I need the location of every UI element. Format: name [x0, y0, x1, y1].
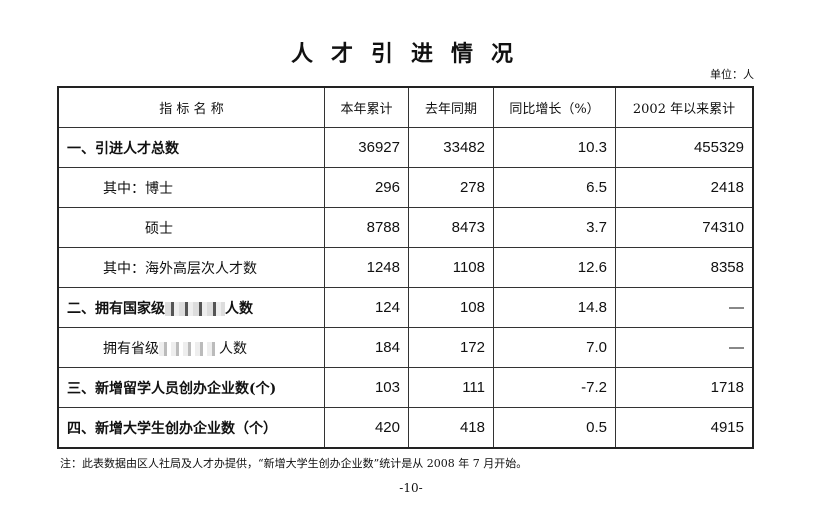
header-cell: 本年累计 — [324, 86, 409, 128]
table-row: 拥有省级 人数 184 172 7.0— — [57, 327, 754, 368]
header-cell: 指 标 名 称 — [57, 86, 325, 128]
header-cell: 2002 年以来累计 — [615, 86, 754, 128]
table-row: 其中：海外高层次人才数 1248 1108 12.6 8358 — [57, 247, 754, 288]
cell: 8788 — [324, 207, 409, 248]
table-row: 其中：博士 296 278 6.5 2418 — [57, 167, 754, 208]
page-title: 人才引进情况 — [290, 41, 531, 67]
cell: 10.3 — [493, 127, 616, 168]
cell: 296 — [324, 167, 409, 208]
unit-label: 单位：人 — [710, 68, 754, 81]
cell: 4915 — [615, 407, 754, 449]
cell: 108 — [408, 287, 494, 328]
table-row: 三、新增留学人员创办企业数(个) 103 111 -7.2 1718 — [57, 367, 754, 408]
row-label: 一、引进人才总数 — [57, 127, 325, 168]
table-row: 四、新增大学生创办企业数（个） 420 418 0.5 4915 — [57, 407, 754, 449]
row-label: 拥有省级 人数 — [57, 327, 325, 368]
cell: 8473 — [408, 207, 494, 248]
cell: — — [615, 287, 754, 328]
cell: 12.6 — [493, 247, 616, 288]
page-number: -10- — [399, 481, 423, 495]
cell: 6.5 — [493, 167, 616, 208]
cell: 278 — [408, 167, 494, 208]
table-row: 硕士 8788 8473 3.7 74310 — [57, 207, 754, 248]
table-row: 一、引进人才总数 36927 33482 10.3 455329 — [57, 127, 754, 168]
cell: 7.0 — [493, 327, 616, 368]
header-cell: 去年同期 — [408, 86, 494, 128]
label-text: 拥有省级 — [103, 340, 159, 357]
row-label: 硕士 — [57, 207, 325, 248]
cell: 455329 — [615, 127, 754, 168]
cell: 1108 — [408, 247, 494, 288]
cell: 418 — [408, 407, 494, 449]
cell: 1718 — [615, 367, 754, 408]
label-text: 二、拥有国家级 — [67, 300, 165, 317]
cell: — — [615, 327, 754, 368]
cell: 33482 — [408, 127, 494, 168]
cell: -7.2 — [493, 367, 616, 408]
cell: 0.5 — [493, 407, 616, 449]
cell: 3.7 — [493, 207, 616, 248]
row-label: 其中：博士 — [57, 167, 325, 208]
label-text: 人数 — [225, 300, 253, 317]
cell: 1248 — [324, 247, 409, 288]
talent-table: 指 标 名 称 本年累计 去年同期 同比增长（%） 2002 年以来累计 一、引… — [57, 86, 754, 449]
label-text: 人数 — [219, 340, 247, 357]
row-label: 四、新增大学生创办企业数（个） — [57, 407, 325, 449]
cell: 172 — [408, 327, 494, 368]
cell: 74310 — [615, 207, 754, 248]
cell: 124 — [324, 287, 409, 328]
redacted-block — [159, 341, 219, 356]
cell: 420 — [324, 407, 409, 449]
redacted-block — [165, 301, 225, 316]
row-label: 其中：海外高层次人才数 — [57, 247, 325, 288]
cell: 8358 — [615, 247, 754, 288]
header-cell: 同比增长（%） — [493, 86, 616, 128]
table-header: 指 标 名 称 本年累计 去年同期 同比增长（%） 2002 年以来累计 — [57, 86, 754, 128]
row-label: 三、新增留学人员创办企业数(个) — [57, 367, 325, 408]
cell: 111 — [408, 367, 494, 408]
cell: 14.8 — [493, 287, 616, 328]
footnote: 注：此表数据由区人社局及人才办提供，“新增大学生创办企业数”统计是从 2008 … — [60, 457, 528, 470]
row-label: 二、拥有国家级 人数 — [57, 287, 325, 328]
cell: 184 — [324, 327, 409, 368]
cell: 103 — [324, 367, 409, 408]
cell: 2418 — [615, 167, 754, 208]
cell: 36927 — [324, 127, 409, 168]
table-row: 二、拥有国家级 人数 124 108 14.8— — [57, 287, 754, 328]
